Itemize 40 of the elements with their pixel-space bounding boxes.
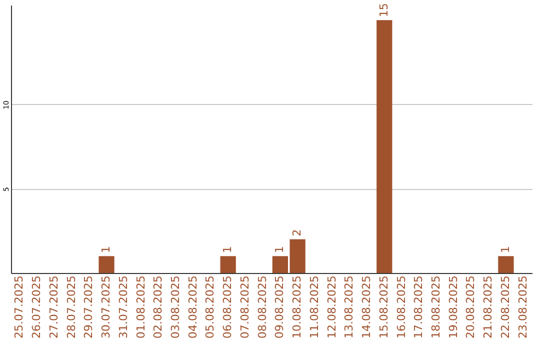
x-tick-label: 26.07.2025 — [30, 276, 44, 338]
x-tick-label: 08.08.2025 — [256, 276, 269, 338]
x-tick-label: 30.07.2025 — [100, 276, 113, 338]
data-label: 15 — [377, 3, 390, 18]
x-tick-label: 23.08.2025 — [516, 276, 530, 338]
x-tick-label: 03.08.2025 — [168, 276, 182, 338]
x-tick-label: 22.08.2025 — [498, 276, 512, 338]
x-tick-label: 20.08.2025 — [464, 276, 478, 338]
x-tick-label: 11.08.2025 — [308, 276, 321, 338]
x-tick-label: 09.08.2025 — [273, 276, 286, 338]
x-tick-label: 07.08.2025 — [238, 276, 252, 338]
bar — [98, 256, 114, 273]
x-tick-label: 15.08.2025 — [377, 276, 390, 338]
x-tick-label: 31.07.2025 — [116, 276, 130, 338]
data-label: 1 — [273, 246, 286, 254]
x-tick-label: 04.08.2025 — [186, 276, 200, 338]
x-tick-label: 01.08.2025 — [134, 276, 148, 338]
x-tick-label: 06.08.2025 — [221, 276, 234, 338]
x-tick-label: 05.08.2025 — [204, 276, 217, 338]
bar — [220, 256, 236, 273]
bar — [498, 256, 514, 273]
x-tick-label: 12.08.2025 — [325, 276, 338, 338]
x-tick-label: 14.08.2025 — [360, 276, 374, 338]
x-tick-label: 28.07.2025 — [64, 276, 78, 338]
x-tick-label: 10.08.2025 — [290, 276, 304, 338]
x-tick-label: 17.08.2025 — [412, 276, 426, 338]
x-tick-label: 16.08.2025 — [394, 276, 408, 338]
data-label: 1 — [498, 246, 512, 254]
x-tick-label: 29.07.2025 — [82, 276, 96, 338]
x-tick-label: 13.08.2025 — [342, 276, 356, 338]
data-label: 2 — [290, 229, 304, 236]
x-tick-label: 19.08.2025 — [446, 276, 460, 338]
x-tick-label: 18.08.2025 — [429, 276, 442, 338]
data-label: 1 — [221, 246, 234, 254]
x-tick-label: 02.08.2025 — [152, 276, 165, 338]
x-tick-label: 25.07.2025 — [12, 276, 26, 338]
x-tick-label: 27.07.2025 — [47, 276, 60, 338]
x-tick-label: 21.08.2025 — [482, 276, 495, 338]
bar — [376, 20, 392, 273]
data-label: 1 — [100, 246, 113, 254]
